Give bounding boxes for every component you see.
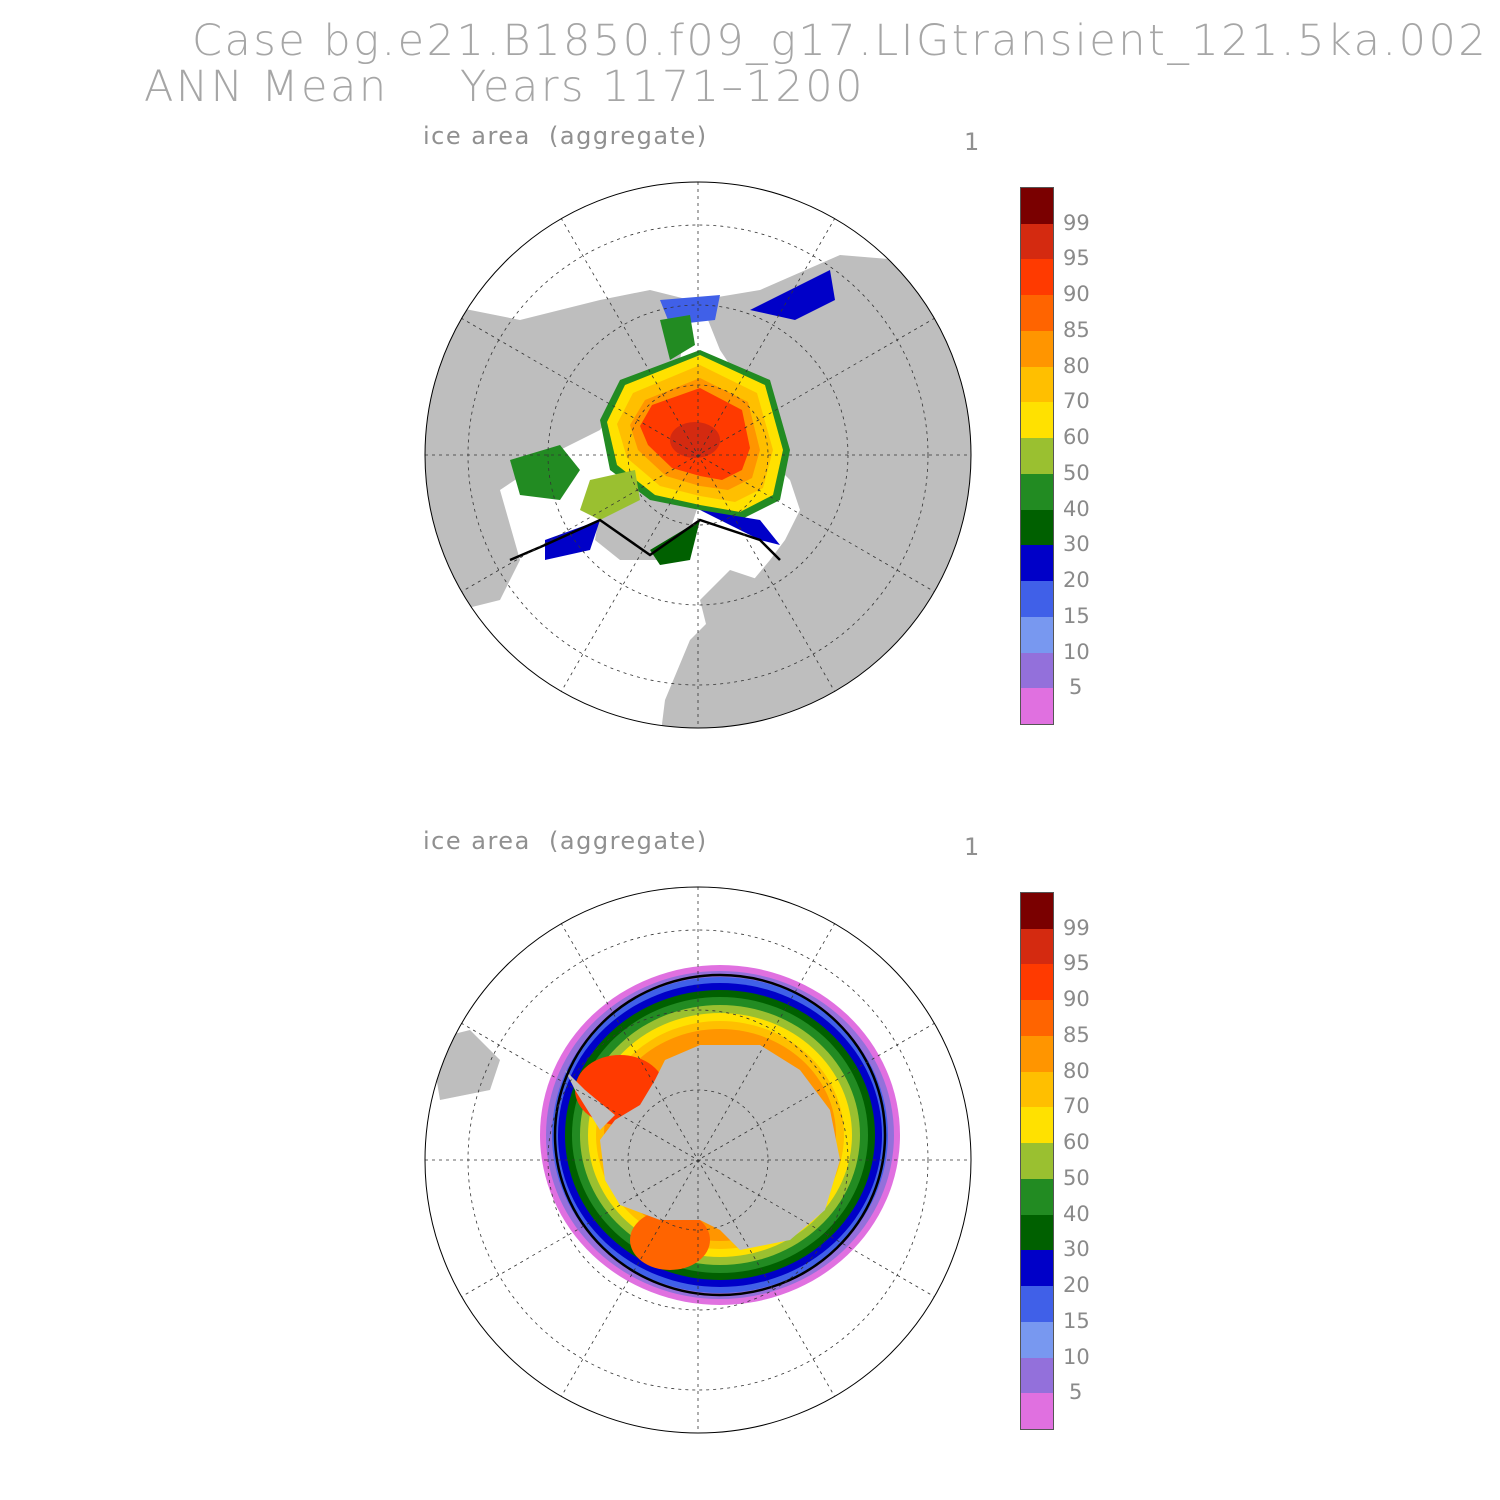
colorbar-label: 10 bbox=[1063, 1344, 1090, 1369]
panel-number-nh: 1 bbox=[964, 128, 980, 156]
colorbar-label: 80 bbox=[1063, 353, 1090, 378]
colorbar-label: 15 bbox=[1063, 603, 1090, 628]
panel-title-nh: ice area (aggregate) bbox=[423, 122, 708, 150]
case-title: Case bg.e21.B1850.f09_g17.LIGtransient_1… bbox=[192, 16, 1489, 66]
colorbar-segment bbox=[1021, 1178, 1053, 1216]
years-label: Years 1171–1200 bbox=[460, 62, 865, 112]
colorbar-label: 99 bbox=[1063, 210, 1090, 235]
colorbar-segment bbox=[1021, 1357, 1053, 1394]
colorbar-sh: 99 95 90 85 80 70 60 50 40 30 20 15 10 5 bbox=[1020, 892, 1090, 1430]
colorbar-label: 50 bbox=[1063, 460, 1090, 485]
land-north-america bbox=[425, 290, 690, 620]
colorbar-label: 70 bbox=[1063, 389, 1090, 414]
colorbar-nh: 99 95 90 85 80 70 60 50 40 30 20 15 10 5 bbox=[1020, 187, 1090, 725]
season-label: ANN Mean bbox=[144, 62, 389, 112]
colorbar-label: 85 bbox=[1063, 317, 1090, 342]
colorbar-segment bbox=[1021, 1035, 1053, 1073]
colorbar-label: 99 bbox=[1063, 915, 1090, 940]
colorbar-segment bbox=[1021, 473, 1053, 511]
colorbar-label: 5 bbox=[1069, 1380, 1083, 1405]
colorbar-segment bbox=[1021, 402, 1053, 439]
colorbar-label: 40 bbox=[1063, 1201, 1090, 1226]
colorbar-label: 95 bbox=[1063, 246, 1090, 271]
panel-number-sh: 1 bbox=[964, 833, 980, 861]
colorbar-segment bbox=[1021, 1214, 1053, 1251]
colorbar-segment bbox=[1021, 581, 1053, 618]
colorbar-label: 15 bbox=[1063, 1308, 1090, 1333]
colorbar-segment bbox=[1021, 223, 1053, 260]
colorbar-label: 30 bbox=[1063, 1237, 1090, 1262]
colorbar-segment bbox=[1021, 1000, 1053, 1037]
colorbar-label: 20 bbox=[1063, 1273, 1090, 1298]
land-europe-north bbox=[700, 570, 760, 650]
colorbar-segment bbox=[1021, 1071, 1053, 1108]
colorbar-segment bbox=[1021, 893, 1053, 930]
colorbar-label: 60 bbox=[1063, 1130, 1090, 1155]
colorbar-label: 30 bbox=[1063, 532, 1090, 557]
colorbar-segment bbox=[1021, 438, 1053, 475]
colorbar-segment bbox=[1021, 366, 1053, 403]
colorbar-segment bbox=[1021, 1107, 1053, 1144]
colorbar-segment bbox=[1021, 545, 1053, 582]
colorbar-label: 95 bbox=[1063, 951, 1090, 976]
colorbar-segment bbox=[1021, 1393, 1053, 1430]
colorbar-label: 60 bbox=[1063, 425, 1090, 450]
colorbar-label: 90 bbox=[1063, 282, 1090, 307]
colorbar-segment bbox=[1021, 1286, 1053, 1323]
panel-title-sh: ice area (aggregate) bbox=[423, 827, 708, 855]
colorbar-segment bbox=[1021, 616, 1053, 654]
colorbar-label: 85 bbox=[1063, 1022, 1090, 1047]
colorbar-segment bbox=[1021, 330, 1053, 368]
colorbar-segment bbox=[1021, 1321, 1053, 1359]
colorbar-segment bbox=[1021, 295, 1053, 332]
colorbar-segment bbox=[1021, 652, 1053, 689]
land-antarctica bbox=[600, 1045, 840, 1250]
colorbar-label: 50 bbox=[1063, 1165, 1090, 1190]
colorbar-segment bbox=[1021, 509, 1053, 546]
colorbar-label: 90 bbox=[1063, 987, 1090, 1012]
colorbar-label: 40 bbox=[1063, 496, 1090, 521]
colorbar-segment bbox=[1021, 964, 1053, 1001]
colorbar-segment bbox=[1021, 259, 1053, 296]
colorbar-label: 70 bbox=[1063, 1094, 1090, 1119]
arctic-ice-map bbox=[424, 181, 972, 729]
colorbar-segment bbox=[1021, 1143, 1053, 1180]
colorbar-label: 80 bbox=[1063, 1058, 1090, 1083]
colorbar-label: 10 bbox=[1063, 639, 1090, 664]
colorbar-segment bbox=[1021, 928, 1053, 965]
colorbar-label: 5 bbox=[1069, 675, 1083, 700]
colorbar-segment bbox=[1021, 188, 1053, 225]
colorbar-segment bbox=[1021, 1250, 1053, 1287]
antarctic-ice-map bbox=[424, 886, 972, 1434]
colorbar-segment bbox=[1021, 688, 1053, 725]
colorbar-label: 20 bbox=[1063, 568, 1090, 593]
